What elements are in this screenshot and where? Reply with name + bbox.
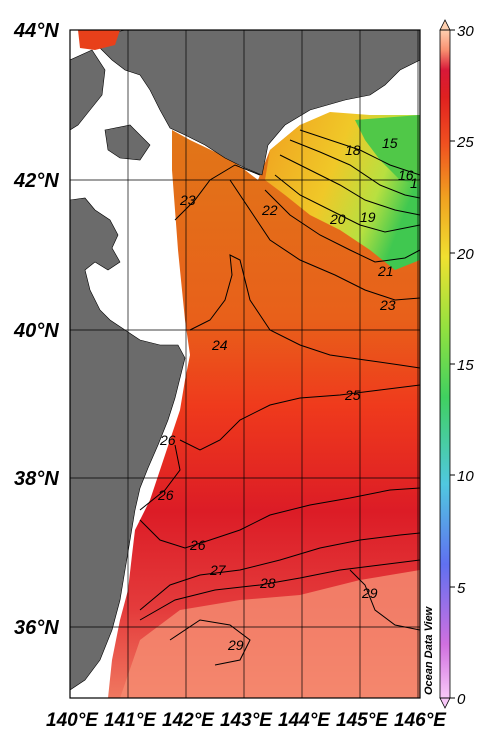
land-hokkaido: [91, 30, 420, 176]
contour-label-25: 25: [344, 387, 361, 403]
contour-label-18: 18: [345, 142, 361, 158]
map-frame: [69, 29, 421, 699]
lat-label-44: 44°N: [13, 20, 59, 42]
lat-label-36: 36°N: [14, 617, 59, 639]
lon-label-145: 145°E: [336, 710, 389, 731]
lon-label-146: 146°E: [394, 710, 447, 731]
contour-label-26-c: 26: [189, 537, 206, 553]
contour-label-22: 22: [261, 202, 278, 218]
longitude-axis: 140°E 141°E 142°E 143°E 144°E 145°E 146°…: [46, 710, 447, 731]
contour-label-28: 28: [259, 575, 276, 591]
colorbar-tick-25: 25: [456, 134, 474, 151]
colorbar-tick-30: 30: [457, 23, 474, 40]
map-area: 15 16 17 18 19 20 21 22 23 23 24 25 26 2…: [70, 30, 427, 698]
colorbar-tick-0: 0: [457, 691, 466, 708]
odv-credit: Ocean Data View: [423, 605, 435, 695]
contour-label-24: 24: [211, 337, 228, 353]
contour-label-26-a: 26: [159, 432, 176, 448]
colorbar-tick-10: 10: [457, 468, 474, 485]
lon-label-144: 144°E: [278, 710, 331, 731]
lat-label-40: 40°N: [13, 320, 59, 342]
colorbar-tick-15: 15: [457, 357, 474, 374]
contour-label-23-b: 23: [379, 297, 396, 313]
colorbar-gradient: [440, 30, 450, 698]
lon-label-142: 142°E: [162, 710, 215, 731]
contour-label-27: 27: [209, 562, 227, 578]
contour-label-20: 20: [329, 211, 346, 227]
contour-label-17: 17: [410, 175, 427, 191]
sst-field-south-warm: [120, 570, 420, 698]
contour-label-16: 16: [398, 167, 414, 183]
graticule: [70, 30, 420, 698]
land-peninsula: [104, 124, 151, 161]
lon-label-141: 141°E: [104, 710, 157, 731]
contour-label-group: 15 16 17 18 19 20 21 22 23 23 24 25 26 2…: [157, 135, 427, 653]
colorbar-tick-5: 5: [457, 580, 466, 597]
lon-label-140: 140°E: [46, 710, 99, 731]
contour-label-29-b: 29: [227, 637, 244, 653]
colorbar-tick-20: 20: [456, 246, 474, 263]
colorbar: 30 25 20 15 10 5 0: [439, 19, 474, 709]
contour-lines: [139, 129, 420, 666]
latitude-axis: 44°N 42°N 40°N 38°N 36°N: [13, 20, 59, 639]
contour-label-21: 21: [377, 263, 394, 279]
colorbar-bottom-arrow: [439, 697, 451, 709]
lon-label-143: 143°E: [220, 710, 273, 731]
contour-label-19: 19: [360, 209, 376, 225]
sst-field-northwest: [78, 30, 120, 50]
contour-label-23-a: 23: [179, 192, 196, 208]
contour-label-15: 15: [382, 135, 398, 151]
contour-label-29-a: 29: [361, 585, 378, 601]
colorbar-top-arrow: [439, 19, 451, 31]
land-honshu: [70, 197, 186, 691]
lat-label-38: 38°N: [14, 468, 59, 490]
sst-field-green-patch: [355, 115, 420, 185]
lat-label-42: 42°N: [13, 170, 59, 192]
land-oshima: [70, 49, 106, 131]
contour-label-26-b: 26: [157, 487, 174, 503]
